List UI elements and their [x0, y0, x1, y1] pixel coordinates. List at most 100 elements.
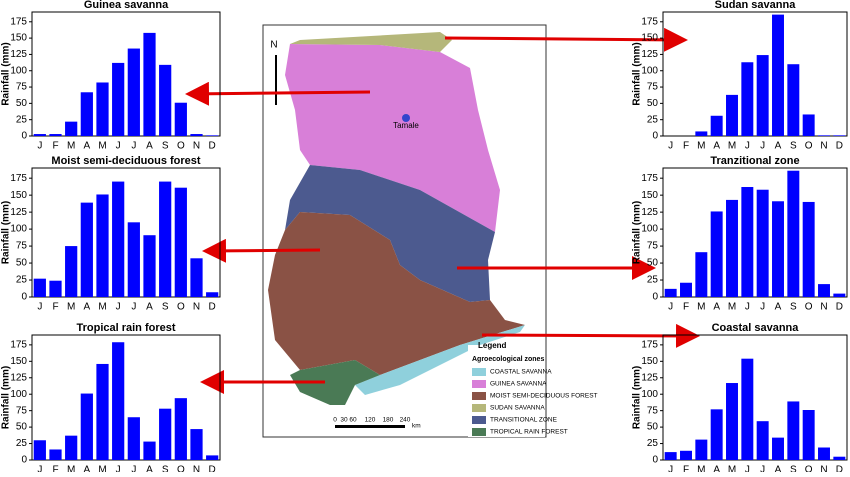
x-tick-label: S	[790, 302, 797, 313]
x-tick-label: D	[209, 141, 216, 152]
x-tick-label: J	[668, 302, 673, 313]
x-tick-label: M	[98, 302, 106, 313]
bar	[33, 440, 46, 460]
bar	[65, 121, 78, 136]
x-tick-label: J	[745, 465, 750, 472]
bar	[695, 131, 708, 136]
arrow	[202, 238, 321, 263]
bar	[802, 410, 815, 460]
x-tick-label: N	[820, 302, 827, 313]
legend-label: MOIST SEMI-DECIDUOUS FOREST	[490, 393, 598, 400]
bar	[49, 280, 62, 297]
bar	[664, 288, 677, 297]
y-tick-label: 25	[647, 114, 659, 125]
y-tick-label: 75	[16, 241, 28, 252]
x-tick-label: F	[52, 465, 58, 472]
bar	[833, 135, 846, 136]
bar	[143, 235, 156, 297]
y-tick-label: 75	[647, 405, 659, 416]
x-tick-label: A	[775, 302, 782, 313]
y-tick-label: 0	[652, 292, 658, 303]
bar	[802, 201, 815, 297]
bar	[206, 135, 219, 136]
x-tick-label: S	[162, 465, 169, 472]
chart-title: Moist semi-deciduous forest	[51, 155, 200, 167]
y-axis-label: Rainfall (mm)	[1, 42, 12, 105]
y-tick-label: 0	[21, 292, 27, 303]
x-tick-label: O	[177, 302, 185, 313]
bar	[741, 358, 754, 460]
scale-label: 120	[365, 417, 376, 424]
plot-frame	[662, 167, 848, 298]
y-tick-label: 150	[641, 33, 658, 44]
bar	[787, 64, 800, 136]
plot-frame	[31, 11, 221, 137]
y-tick-label: 125	[10, 49, 27, 60]
y-tick-label: 125	[10, 372, 27, 383]
x-tick-label: M	[697, 141, 705, 152]
bar	[49, 449, 62, 460]
x-tick-label: F	[52, 302, 58, 313]
x-tick-label: A	[83, 141, 90, 152]
bar	[190, 134, 203, 136]
bar	[756, 55, 769, 136]
x-tick-label: O	[805, 302, 813, 313]
bar	[741, 187, 754, 297]
legend-swatch	[472, 392, 486, 400]
x-tick-label: N	[820, 141, 827, 152]
x-tick-label: J	[760, 141, 765, 152]
x-tick-label: J	[116, 465, 121, 472]
x-tick-label: J	[116, 141, 121, 152]
x-tick-label: D	[209, 302, 216, 313]
x-tick-label: N	[820, 465, 827, 472]
bar	[143, 32, 156, 136]
zone-coastal	[355, 325, 525, 395]
x-tick-label: J	[131, 302, 136, 313]
legend-swatch	[472, 416, 486, 424]
y-tick-label: 125	[641, 49, 658, 60]
y-tick-label: 50	[647, 98, 659, 109]
legend-label: TRANSITIONAL ZONE	[490, 417, 558, 424]
x-tick-label: A	[83, 302, 90, 313]
x-tick-label: J	[668, 141, 673, 152]
bar	[818, 284, 830, 297]
legend-swatch	[472, 404, 486, 412]
bar	[833, 456, 846, 460]
bar	[818, 135, 830, 136]
bar	[174, 102, 187, 136]
bar	[190, 258, 203, 297]
y-tick-label: 175	[10, 16, 27, 27]
x-tick-label: F	[683, 141, 689, 152]
plot-frame	[662, 11, 848, 137]
scale-label: 240	[400, 417, 411, 424]
y-tick-label: 25	[647, 275, 659, 286]
x-tick-label: J	[37, 302, 42, 313]
y-tick-label: 0	[652, 455, 658, 466]
bar	[174, 398, 187, 460]
x-tick-label: D	[209, 465, 216, 472]
bar	[174, 187, 187, 297]
x-tick-label: S	[790, 465, 797, 472]
x-tick-label: J	[37, 465, 42, 472]
bar	[127, 222, 140, 297]
x-tick-label: S	[162, 302, 169, 313]
y-tick-label: 75	[647, 241, 659, 252]
bar	[726, 383, 738, 460]
x-tick-label: N	[193, 302, 200, 313]
y-tick-label: 50	[16, 98, 28, 109]
y-tick-label: 125	[10, 207, 27, 218]
bar	[33, 134, 46, 136]
bar	[787, 401, 800, 460]
bar	[65, 435, 78, 460]
bar	[664, 452, 677, 460]
y-tick-label: 100	[641, 224, 658, 235]
bar	[802, 114, 815, 136]
x-tick-label: S	[790, 141, 797, 152]
scale-label: 0	[333, 417, 337, 424]
scale-label: 180	[383, 417, 394, 424]
y-tick-label: 100	[641, 389, 658, 400]
y-tick-label: 175	[641, 340, 658, 351]
bar	[96, 82, 109, 136]
bar	[96, 194, 109, 297]
